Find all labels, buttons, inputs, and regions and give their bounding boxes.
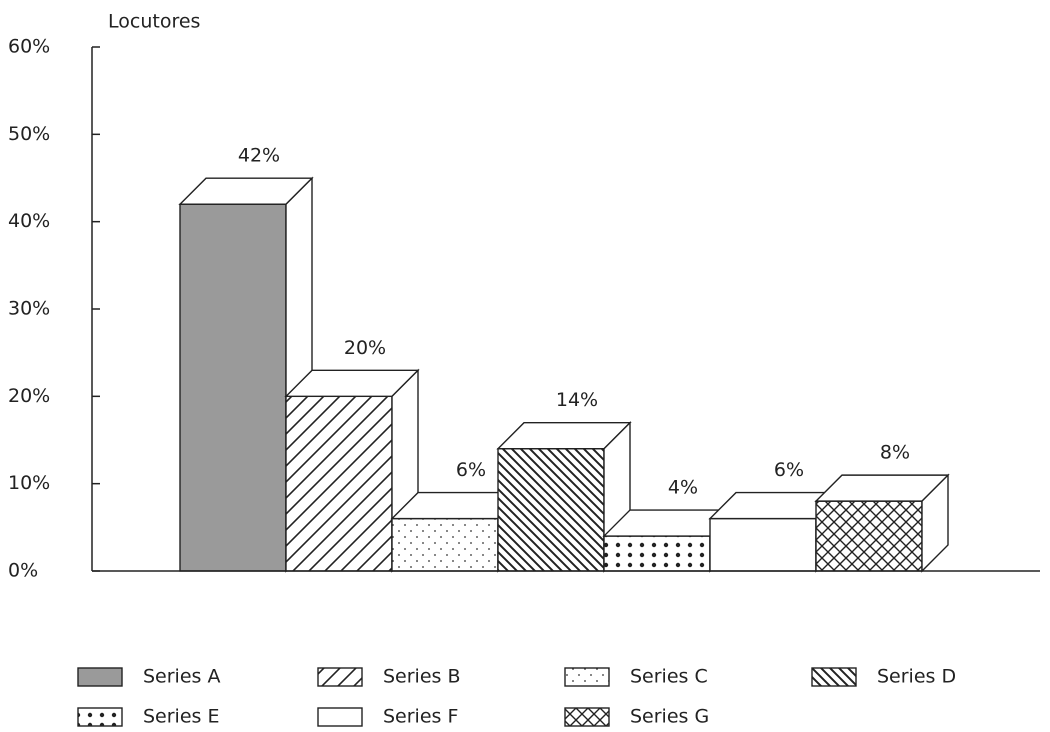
legend-swatch	[564, 667, 610, 687]
y-tick-label: 60%	[8, 36, 50, 58]
legend-label: Series E	[143, 706, 219, 728]
value-label: 20%	[344, 337, 386, 359]
legend-swatch	[317, 667, 363, 687]
value-label: 4%	[668, 477, 698, 499]
y-tick-label: 0%	[8, 560, 38, 582]
legend-label: Series D	[877, 666, 956, 688]
value-label: 6%	[456, 459, 486, 481]
legend-swatch	[564, 707, 610, 727]
y-tick-label: 10%	[8, 472, 50, 494]
legend-label: Series C	[630, 666, 708, 688]
legend-swatch	[77, 667, 123, 687]
y-axis-label: Locutores	[108, 11, 200, 33]
legend-label: Series B	[383, 666, 461, 688]
y-tick-label: 50%	[8, 123, 50, 145]
legend-label: Series A	[143, 666, 220, 688]
bar-front	[497, 448, 605, 572]
bar-front	[709, 517, 817, 572]
legend-swatch	[77, 707, 123, 727]
bar-front	[391, 517, 499, 572]
legend-label: Series F	[383, 706, 458, 728]
value-label: 6%	[774, 459, 804, 481]
y-tick-label: 20%	[8, 385, 50, 407]
bar-side	[921, 473, 949, 573]
y-tick-label: 40%	[8, 210, 50, 232]
bar-front	[179, 203, 287, 572]
legend-swatch	[811, 667, 857, 687]
bar-front	[285, 395, 393, 572]
bar-front	[815, 500, 923, 572]
value-label: 42%	[238, 145, 280, 167]
legend-label: Series G	[630, 706, 709, 728]
value-label: 8%	[880, 442, 910, 464]
bar-front	[603, 535, 711, 572]
y-tick-label: 30%	[8, 298, 50, 320]
legend-swatch	[317, 707, 363, 727]
value-label: 14%	[556, 389, 598, 411]
